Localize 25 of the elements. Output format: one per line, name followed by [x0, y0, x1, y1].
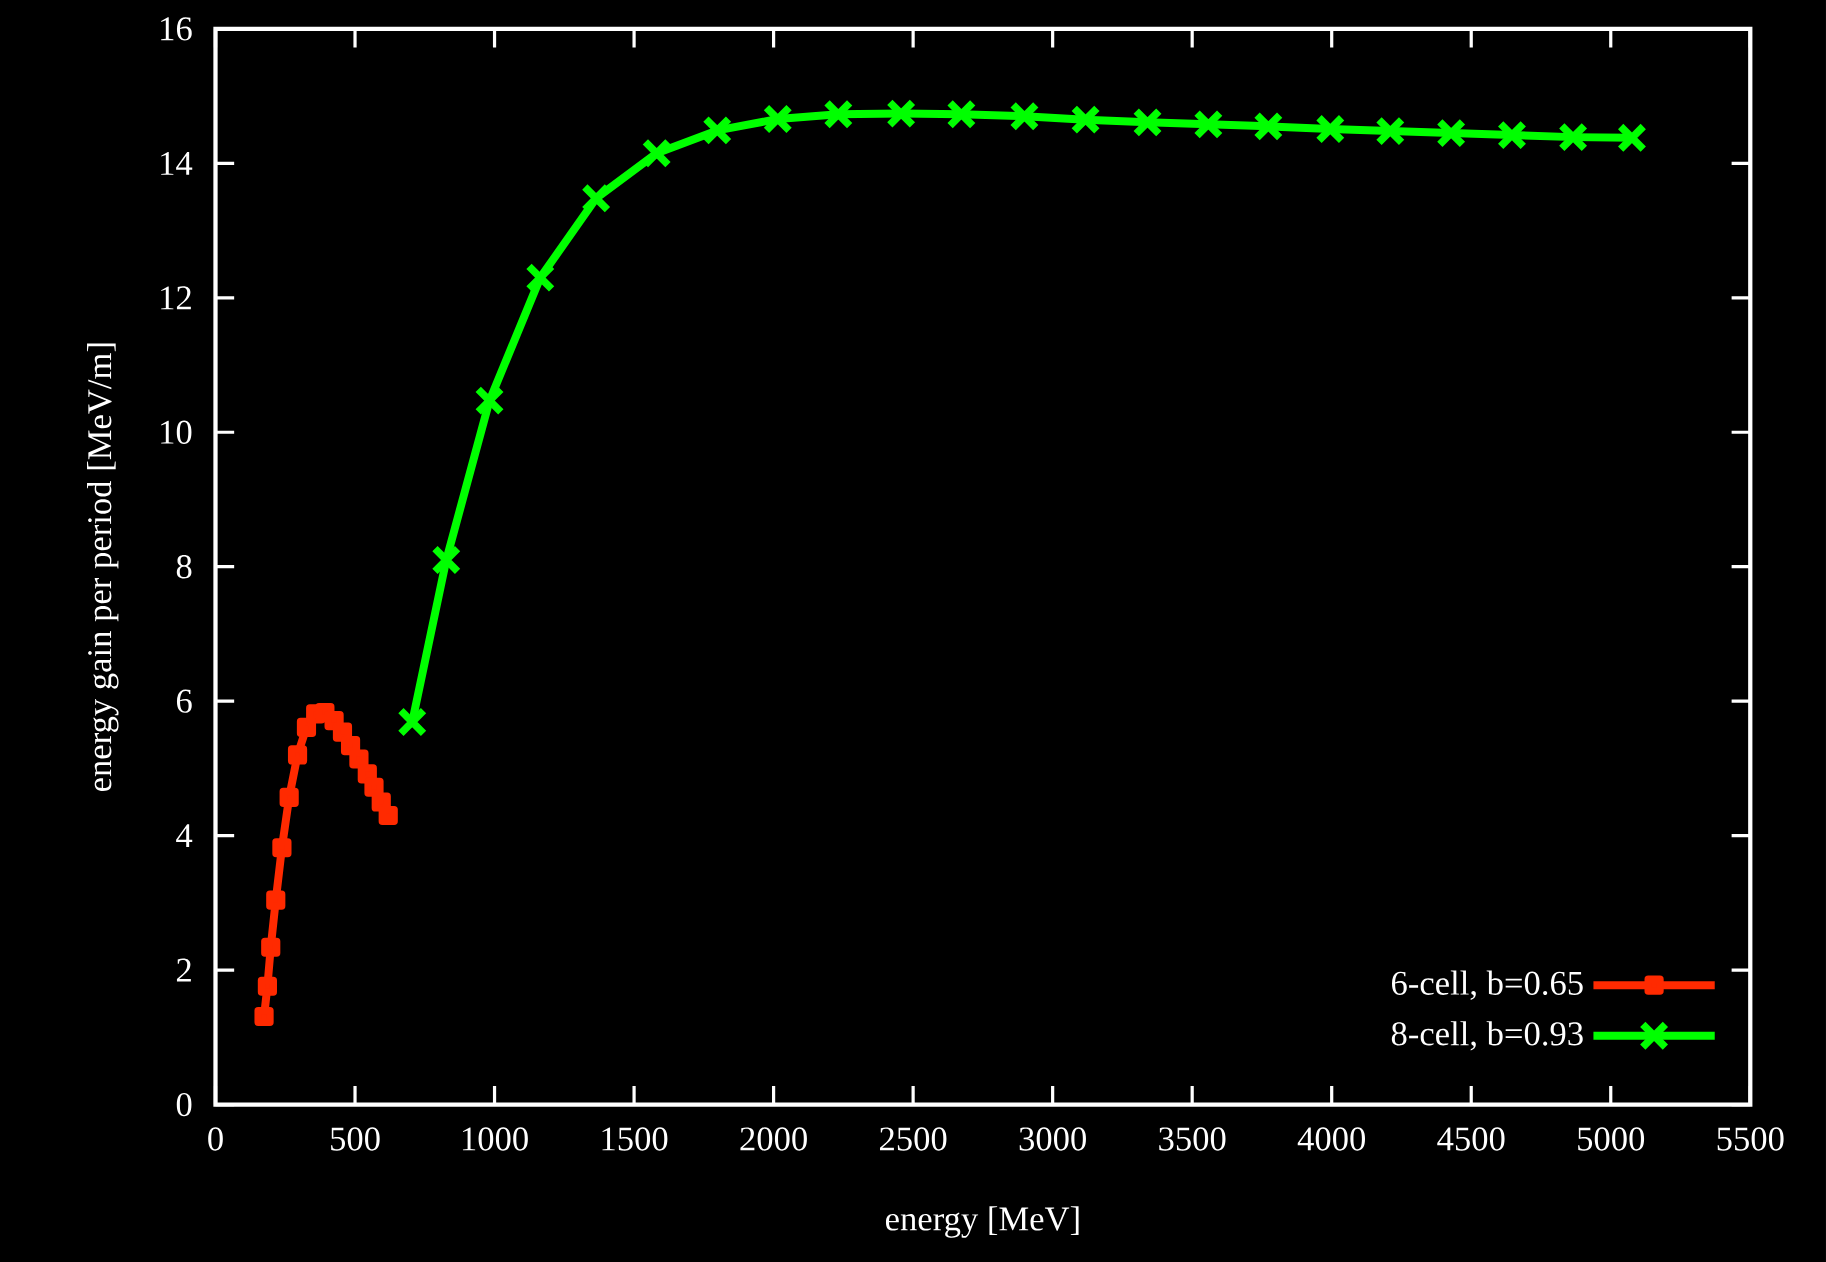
x-tick-label: 0 — [208, 1127, 223, 1151]
x-tick-label: 3500 — [1159, 1127, 1226, 1151]
y-tick-label: 2 — [176, 958, 191, 982]
x-tick-label: 5000 — [1578, 1127, 1645, 1151]
x-tick-label: 2500 — [879, 1127, 947, 1151]
y-tick-label: 16 — [161, 17, 192, 41]
legend-label: 8-cell, b=0.93 — [1391, 1020, 1583, 1051]
y-tick-label: 10 — [161, 420, 192, 444]
y-tick-label: 14 — [161, 151, 193, 175]
y-axis-title: energy gain per period [MeV/m] — [87, 343, 119, 791]
x-axis-title: energy [MeV] — [885, 1206, 1079, 1238]
x-tick-label: 4500 — [1437, 1127, 1505, 1151]
x-tick-label: 3000 — [1019, 1127, 1086, 1151]
y-tick-label: 4 — [176, 824, 193, 847]
x-tick-label: 5500 — [1717, 1127, 1784, 1151]
y-tick-label: 8 — [176, 554, 192, 579]
x-tick-label: 2000 — [740, 1127, 807, 1151]
x-tick-label: 4000 — [1297, 1127, 1366, 1151]
x-tick-label: 1500 — [602, 1127, 668, 1151]
y-tick-label: 12 — [161, 286, 191, 310]
y-tick-label: 6 — [176, 689, 192, 713]
legend-label: 6-cell, b=0.65 — [1392, 970, 1583, 1000]
x-tick-label: 500 — [331, 1127, 380, 1151]
x-tick-label: 1000 — [462, 1127, 528, 1151]
y-tick-label: 0 — [176, 1092, 192, 1117]
